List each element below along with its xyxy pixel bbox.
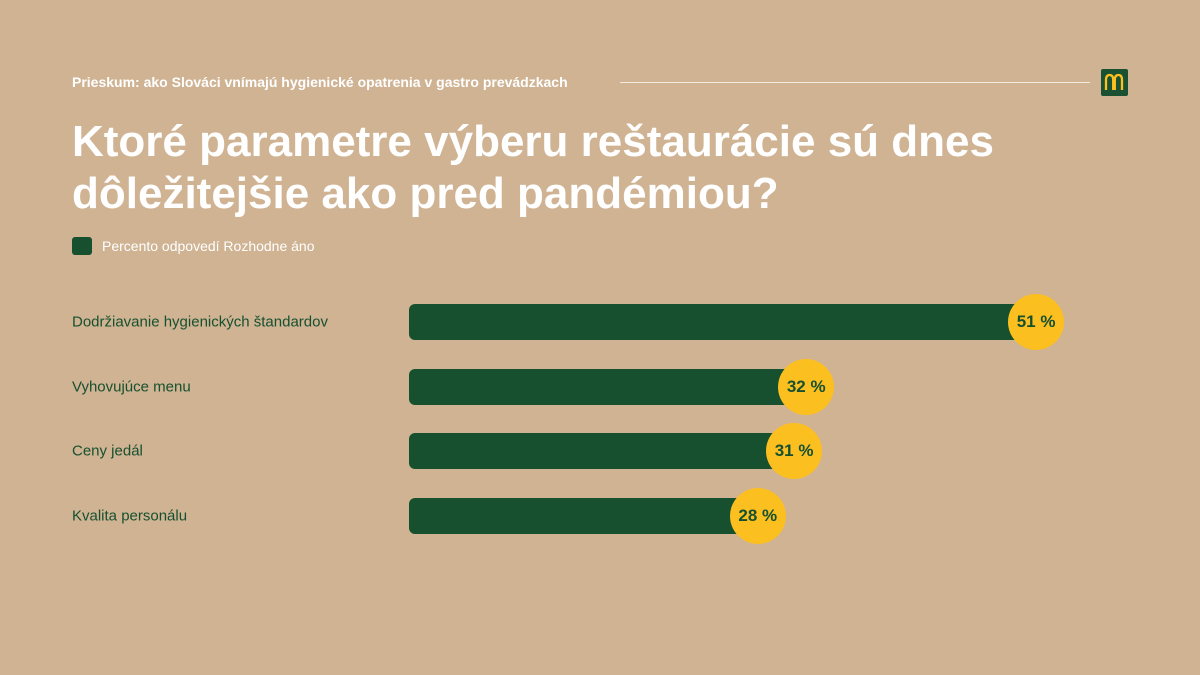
bar: [409, 433, 795, 469]
category-label: Dodržiavanie hygienických štandardov: [72, 313, 328, 331]
value-label: 51 %: [1008, 294, 1065, 350]
bar: [409, 497, 758, 534]
header: Prieskum: ako Slováci vnímajú hygienické…: [72, 69, 1128, 96]
category-label: Kvalita personálu: [72, 507, 188, 524]
bar: [409, 304, 1037, 340]
mcdonalds-logo-icon: [1101, 69, 1128, 96]
page-title: Ktoré parametre výberu reštaurácie sú dn…: [72, 117, 994, 218]
survey-subtitle: Prieskum: ako Slováci vnímajú hygienické…: [72, 74, 568, 90]
value-label: 32 %: [778, 358, 835, 415]
header-divider: [620, 82, 1090, 83]
category-label: Vyhovujúce menu: [72, 378, 191, 395]
value-label: 28 %: [729, 487, 786, 544]
legend-label: Percento odpovedí Rozhodne áno: [102, 238, 315, 254]
legend-swatch: [72, 237, 92, 255]
category-label: Ceny jedál: [72, 442, 143, 460]
value-label: 31 %: [766, 423, 823, 479]
bar: [409, 368, 807, 405]
